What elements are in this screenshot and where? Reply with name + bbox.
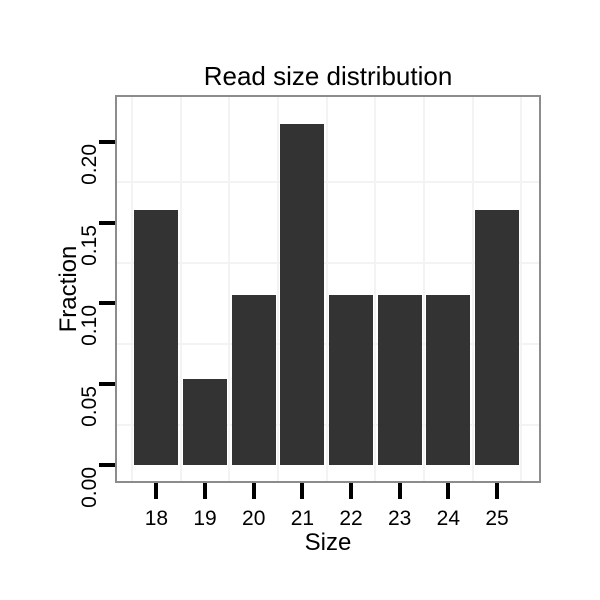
x-axis-tick	[203, 483, 208, 499]
y-tick-label: 0.00	[78, 467, 101, 508]
y-axis-tick	[99, 463, 115, 467]
y-tick-label: 0.20	[78, 143, 101, 185]
y-axis-tick	[99, 301, 115, 306]
x-tick-label: 18	[144, 507, 169, 530]
y-tick-label: 0.15	[78, 224, 101, 266]
minor-gridline-vertical	[471, 97, 474, 481]
x-axis-tick	[300, 483, 305, 499]
x-axis-tick	[349, 483, 354, 499]
x-tick-label: 22	[339, 507, 363, 530]
x-axis-tick	[251, 483, 256, 499]
bar-size-20	[231, 295, 276, 465]
x-axis-tick	[495, 483, 500, 499]
bar-size-25	[475, 209, 520, 465]
minor-gridline-vertical	[520, 97, 523, 481]
y-axis-title: Fraction	[55, 245, 82, 333]
x-tick-label: 21	[290, 507, 315, 530]
y-axis-tick	[99, 139, 115, 144]
x-tick-label: 24	[436, 507, 461, 530]
x-axis-tick	[154, 483, 159, 499]
chart-title: Read size distribution	[203, 61, 453, 91]
minor-gridline-horizontal	[117, 181, 539, 184]
y-axis-tick	[99, 220, 115, 225]
y-axis-tick	[99, 382, 115, 387]
bar-size-18	[134, 209, 179, 465]
plot-panel	[115, 95, 541, 483]
x-axis-title: Size	[304, 529, 352, 556]
minor-gridline-vertical	[423, 97, 426, 481]
bar-size-19	[183, 379, 228, 465]
x-tick-label: 20	[242, 507, 266, 530]
y-tick-label: 0.05	[78, 386, 101, 428]
bar-size-24	[426, 295, 471, 465]
x-tick-label: 19	[193, 507, 217, 530]
bar-size-23	[377, 295, 422, 465]
x-tick-label: 25	[485, 507, 509, 530]
minor-gridline-vertical	[228, 97, 231, 481]
minor-gridline-vertical	[325, 97, 328, 481]
minor-gridline-horizontal	[117, 342, 539, 345]
bar-size-22	[329, 295, 374, 465]
minor-gridline-vertical	[277, 97, 280, 481]
minor-gridline-horizontal	[117, 423, 539, 426]
bar-size-21	[280, 124, 325, 465]
x-axis-tick	[446, 483, 451, 499]
y-tick-label: 0.10	[78, 305, 101, 347]
minor-gridline-horizontal	[117, 262, 539, 264]
minor-gridline-vertical	[374, 97, 377, 481]
minor-gridline-vertical	[179, 97, 182, 481]
minor-gridline-vertical	[131, 97, 134, 481]
x-tick-label: 23	[388, 507, 412, 530]
x-axis-tick	[397, 483, 402, 499]
